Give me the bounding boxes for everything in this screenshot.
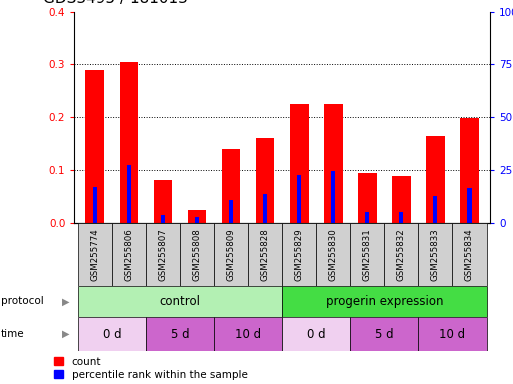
Text: GSM255829: GSM255829 [294,228,304,281]
Bar [161,215,165,223]
Text: 10 d: 10 d [235,328,261,341]
Text: progerin expression: progerin expression [326,295,443,308]
Text: GSM255833: GSM255833 [431,228,440,281]
Text: GSM255808: GSM255808 [192,228,202,281]
Bar [282,223,316,286]
Bar [392,176,411,223]
Bar [350,223,384,286]
Text: GSM255806: GSM255806 [124,228,133,281]
Bar [153,180,172,223]
Text: protocol: protocol [1,296,44,306]
Text: 0 d: 0 d [307,328,326,341]
Text: GSM255832: GSM255832 [397,228,406,281]
Text: GSM255831: GSM255831 [363,228,372,281]
Bar [282,317,350,351]
Bar [127,165,131,223]
Bar [350,317,419,351]
Text: GSM255834: GSM255834 [465,228,474,281]
Text: GSM255774: GSM255774 [90,228,100,281]
Text: ▶: ▶ [62,329,69,339]
Text: 5 d: 5 d [375,328,393,341]
Bar [229,200,233,223]
Bar [214,223,248,286]
Bar [214,317,282,351]
Bar [316,223,350,286]
Bar [86,70,104,223]
Text: GDS3495 / 181013: GDS3495 / 181013 [43,0,188,6]
Bar [78,223,112,286]
Bar [460,118,479,223]
Text: ▶: ▶ [62,296,69,306]
Bar [263,194,267,223]
Text: GSM255828: GSM255828 [261,228,270,281]
Bar [112,223,146,286]
Bar [120,62,138,223]
Bar [146,223,180,286]
Bar [331,171,336,223]
Bar [78,286,282,317]
Bar [180,223,214,286]
Text: control: control [160,295,201,308]
Bar [146,317,214,351]
Bar [384,223,419,286]
Bar [452,223,486,286]
Bar [93,187,97,223]
Bar [256,138,274,223]
Bar [282,286,486,317]
Bar [399,212,403,223]
Text: time: time [1,329,25,339]
Text: 10 d: 10 d [440,328,465,341]
Bar [188,210,206,223]
Text: GSM255809: GSM255809 [227,228,235,281]
Text: GSM255830: GSM255830 [329,228,338,281]
Bar [324,104,343,223]
Text: 0 d: 0 d [103,328,121,341]
Bar [433,196,438,223]
Bar [248,223,282,286]
Bar [365,212,369,223]
Legend: count, percentile rank within the sample: count, percentile rank within the sample [54,357,248,380]
Bar [222,149,241,223]
Bar [467,189,471,223]
Text: 5 d: 5 d [171,328,189,341]
Bar [419,223,452,286]
Bar [358,172,377,223]
Bar [290,104,308,223]
Bar [426,136,445,223]
Bar [78,317,146,351]
Bar [195,217,199,223]
Text: GSM255807: GSM255807 [159,228,167,281]
Bar [297,175,301,223]
Bar [419,317,486,351]
